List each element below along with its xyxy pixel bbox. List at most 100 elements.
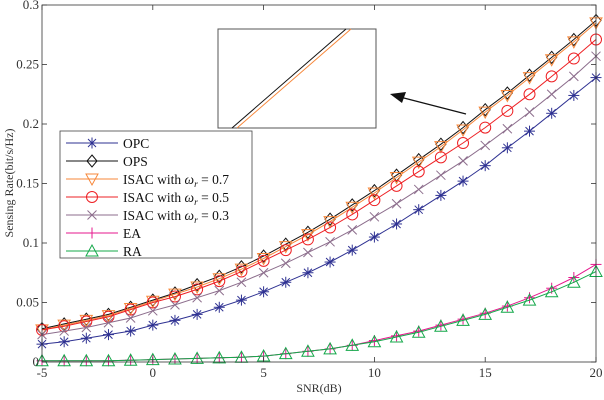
inset-ops-line [231,28,347,129]
diamond-marker [568,32,580,47]
asterisk-marker [435,189,447,201]
legend-label: RA [123,244,142,259]
circle-marker [235,265,248,278]
y-axis-label: Sensing Rate(bit/s/Hz) [2,129,16,238]
triangle-up-marker [566,275,581,288]
circle-marker [279,244,292,257]
triangle-up-marker [101,353,116,367]
triangle-down-marker [434,141,448,154]
legend-label: OPS [123,154,148,169]
asterisk-marker [235,294,247,306]
asterisk-marker [86,137,98,149]
y-tick-label: 0.15 [16,176,39,191]
triangle-up-marker [35,353,49,367]
triangle-up-marker [168,351,182,365]
triangle-down-marker [456,124,470,137]
circle-marker [301,233,314,246]
triangle-up-marker [544,284,559,298]
circle-marker [567,52,580,65]
legend-item: OPC [66,136,149,151]
triangle-down-marker [168,288,182,302]
triangle-up-marker [456,313,470,326]
diamond-marker [435,137,447,152]
diamond-marker [257,249,270,263]
asterisk-marker [568,89,580,101]
x-tick-label: 5 [260,365,267,380]
asterisk-marker [457,175,469,187]
diamond-marker [235,260,248,274]
asterisk-marker [391,218,403,230]
triangle-up-marker [389,329,404,343]
y-tick-label: 0.3 [23,0,39,12]
circle-marker [346,208,359,221]
triangle-up-marker [57,353,72,367]
legend-label: ISAC with ωr = 0.7 [123,172,229,190]
triangle-down-marker [389,172,404,185]
diamond-marker [523,68,536,82]
triangle-up-marker [434,319,448,332]
legend-item: ISAC with ωr = 0.5 [66,190,229,208]
diamond-marker [302,225,314,240]
asterisk-marker [258,286,270,298]
legend-item: ISAC with ωr = 0.3 [66,208,229,226]
asterisk-marker [302,267,314,279]
inset-isac07-line [236,28,352,129]
triangle-up-marker [85,243,99,257]
triangle-down-marker [478,106,493,120]
x-tick-label: 20 [590,365,603,380]
x-tick-label: 15 [479,365,492,380]
triangle-up-marker [323,341,337,355]
triangle-up-marker [522,293,537,306]
x-marker [214,285,225,296]
asterisk-marker [147,319,159,331]
x-tick-label: -5 [37,365,48,380]
circle-marker [479,121,492,134]
legend-label: ISAC with ωr = 0.3 [123,208,229,226]
triangle-up-marker [345,338,360,351]
triangle-up-marker [212,350,227,364]
circle-marker [124,303,137,316]
triangle-up-marker [367,334,382,348]
circle-marker [501,104,514,117]
triangle-down-marker [212,273,227,286]
triangle-down-marker [85,173,99,187]
asterisk-marker [125,325,137,337]
legend-item: EA [66,226,141,241]
plot-frame [41,4,597,363]
y-tick-label: 0.2 [23,116,39,131]
asterisk-marker [191,308,203,320]
x-marker [192,292,202,303]
series-line [41,55,597,336]
asterisk-marker [368,231,380,243]
x-marker [81,322,92,333]
triangle-up-marker [145,352,160,366]
x-marker [480,140,491,151]
asterisk-marker [280,276,292,288]
series-opc [36,72,602,350]
diamond-marker [324,212,336,226]
circle-marker [213,275,226,288]
x-marker [170,300,180,310]
series-line [41,39,597,331]
x-marker [369,211,380,222]
triangle-down-marker [345,201,360,215]
circle-marker [58,320,71,333]
x-marker [413,184,424,195]
triangle-down-marker [190,281,204,295]
diamond-marker [457,120,469,135]
circle-marker [168,290,181,303]
x-marker [258,267,269,278]
triangle-up-marker [478,307,493,320]
x-marker [147,305,158,316]
asterisk-marker [80,332,92,344]
x-marker [125,313,136,323]
asterisk-marker [58,336,70,348]
diamond-marker [191,277,203,292]
diamond-marker [213,269,225,284]
asterisk-marker [413,204,425,216]
circle-marker [257,254,270,267]
y-tick-label: 0 [33,354,40,369]
diamond-marker [390,168,403,182]
